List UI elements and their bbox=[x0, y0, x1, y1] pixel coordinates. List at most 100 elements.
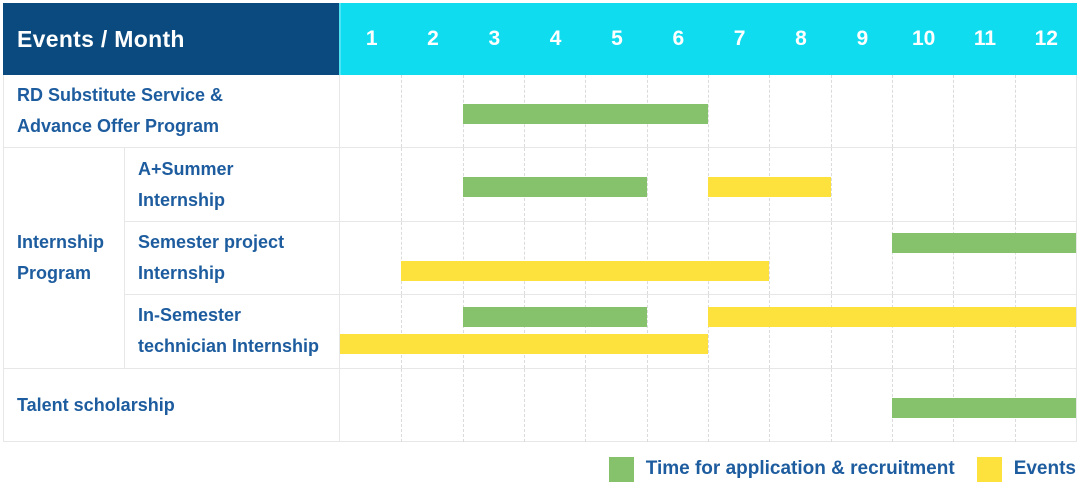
header-corner-label: Events / Month bbox=[17, 25, 185, 52]
month-gridline bbox=[401, 295, 403, 368]
month-gridline bbox=[769, 295, 771, 368]
table-row: Semester project Internship bbox=[125, 221, 1076, 296]
legend-events-label: Events bbox=[1013, 458, 1076, 479]
month-gridline bbox=[646, 221, 648, 295]
gantt-schedule-table: Events / Month 1 2 3 4 5 6 7 8 9 10 11 12 RD Substi… bbox=[3, 3, 1077, 442]
row-label-line: Internship bbox=[17, 231, 105, 252]
month-gridline bbox=[830, 368, 832, 442]
month-gridline bbox=[892, 221, 893, 295]
table-row: In-Semester technician Internship bbox=[125, 295, 1076, 368]
month-gridline bbox=[953, 75, 955, 148]
month-gridline bbox=[401, 148, 403, 221]
gantt-bar-events bbox=[401, 261, 770, 281]
chart-legend: Time for application & recruitment Event… bbox=[608, 456, 1076, 482]
month-gridline bbox=[401, 368, 403, 442]
row-label-line: Talent scholarship bbox=[17, 394, 175, 415]
month-gridline bbox=[953, 148, 955, 221]
row-label-in-semester-technician: In-Semester technician Internship bbox=[125, 295, 340, 368]
month-gridline bbox=[524, 295, 525, 368]
month-gridline bbox=[708, 75, 709, 148]
month-header-cell: 8 bbox=[795, 27, 807, 50]
legend-events-swatch bbox=[976, 456, 1002, 482]
month-gridline bbox=[708, 295, 709, 368]
row-label-line: In-Semester bbox=[138, 305, 242, 326]
month-gridline bbox=[524, 368, 525, 442]
row-label-line: Semester project bbox=[138, 231, 285, 252]
month-header-cell: 12 bbox=[1034, 27, 1058, 50]
row-label-rd-substitute: RD Substitute Service & Advance Offer Pr… bbox=[4, 75, 340, 148]
month-gridline bbox=[1014, 221, 1016, 295]
gantt-bar-application bbox=[462, 104, 708, 125]
month-gridline bbox=[585, 221, 587, 295]
month-gridline bbox=[953, 295, 955, 368]
month-gridline bbox=[462, 295, 464, 368]
row-label-line: Internship bbox=[138, 189, 226, 210]
row-bars-area bbox=[340, 295, 1076, 368]
month-gridline bbox=[769, 221, 771, 295]
legend-application-label: Time for application & recruitment bbox=[645, 458, 955, 479]
month-gridline bbox=[708, 221, 709, 295]
row-bars-area bbox=[340, 148, 1076, 221]
row-label-a-plus-summer: A+Summer Internship bbox=[125, 148, 340, 221]
month-header-cell: 3 bbox=[488, 27, 501, 50]
month-gridline bbox=[769, 368, 771, 442]
table-header-row: Events / Month 1 2 3 4 5 6 7 8 9 10 11 12 bbox=[3, 3, 1077, 75]
table-rowgroup-internship: Internship Program A+Summer Internship S… bbox=[4, 148, 1076, 369]
gantt-bar-application bbox=[462, 177, 647, 198]
month-header-cell: 6 bbox=[672, 27, 685, 50]
month-gridline bbox=[462, 221, 464, 295]
table-row: RD Substitute Service & Advance Offer Pr… bbox=[4, 75, 1076, 149]
month-gridline bbox=[646, 368, 648, 442]
month-header-cell: 10 bbox=[911, 27, 936, 50]
row-label-semester-project: Semester project Internship bbox=[125, 221, 340, 295]
row-label-line: Advance Offer Program bbox=[17, 116, 220, 137]
month-gridline bbox=[401, 75, 403, 148]
month-header-cell: 2 bbox=[427, 27, 439, 50]
month-header-row: 1 2 3 4 5 6 7 8 9 10 11 12 bbox=[339, 3, 1077, 75]
row-bars-area bbox=[340, 75, 1076, 148]
month-header-cell: 7 bbox=[733, 27, 746, 50]
row-bars-area bbox=[340, 368, 1076, 442]
gantt-bar-events bbox=[708, 177, 831, 198]
row-label-line: RD Substitute Service & bbox=[17, 85, 224, 106]
month-gridline bbox=[524, 221, 525, 295]
month-gridline bbox=[830, 75, 832, 148]
header-corner-cell: Events / Month bbox=[3, 3, 339, 75]
gantt-bar-events bbox=[340, 334, 708, 355]
table-row: A+Summer Internship bbox=[125, 148, 1076, 222]
month-gridline bbox=[1014, 148, 1016, 221]
month-gridline bbox=[892, 148, 893, 221]
month-gridline bbox=[646, 148, 648, 221]
month-gridline bbox=[462, 368, 464, 442]
month-header-cell: 11 bbox=[973, 27, 997, 50]
row-label-talent-scholarship: Talent scholarship bbox=[4, 368, 340, 442]
month-gridline bbox=[769, 75, 771, 148]
month-gridline bbox=[892, 75, 893, 148]
row-label-line: Internship bbox=[138, 262, 226, 283]
table-row: Talent scholarship bbox=[4, 368, 1076, 442]
month-header-cell: 9 bbox=[856, 27, 869, 50]
gantt-bar-application bbox=[892, 398, 1076, 419]
row-label-line: A+Summer bbox=[138, 158, 234, 179]
row-bars-area bbox=[340, 221, 1076, 295]
month-gridline bbox=[892, 295, 893, 368]
month-gridline bbox=[1014, 295, 1016, 368]
month-gridline bbox=[830, 148, 832, 221]
month-gridline bbox=[585, 295, 587, 368]
month-header-cell: 5 bbox=[611, 27, 623, 50]
month-gridline bbox=[708, 368, 709, 442]
month-gridline bbox=[830, 221, 832, 295]
legend-application-swatch bbox=[608, 456, 634, 482]
month-header-cell: 4 bbox=[549, 27, 562, 50]
month-gridline bbox=[953, 221, 955, 295]
month-gridline bbox=[401, 221, 403, 295]
row-group-label-internship-program: Internship Program bbox=[4, 148, 125, 368]
month-gridline bbox=[585, 368, 587, 442]
gantt-bar-events bbox=[708, 306, 1076, 327]
month-gridline bbox=[830, 295, 832, 368]
gantt-bar-application bbox=[892, 233, 1076, 254]
gantt-bar-application bbox=[462, 306, 647, 327]
month-gridline bbox=[1014, 75, 1016, 148]
month-gridline bbox=[646, 295, 648, 368]
month-header-cell: 1 bbox=[365, 27, 378, 50]
